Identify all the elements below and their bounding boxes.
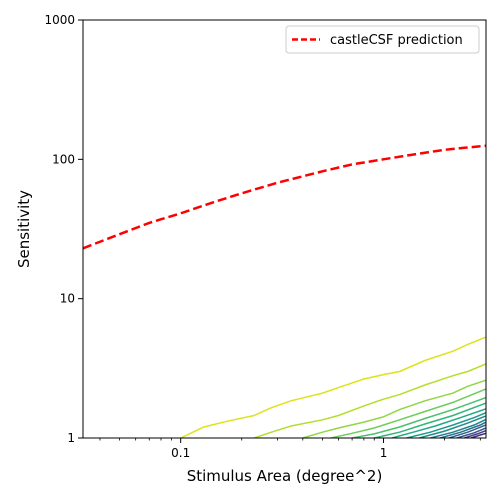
contour-line-4: [330, 388, 486, 438]
y-tick-label: 1000: [44, 13, 75, 27]
y-tick-label: 1: [67, 431, 75, 445]
x-tick-label: 1: [380, 446, 388, 460]
contour-line-11: [439, 421, 486, 438]
x-axis-title: Stimulus Area (degree^2): [187, 467, 383, 485]
plot-frame: [82, 19, 487, 439]
contour-line-1: [180, 336, 486, 438]
x-tick-label: 0.1: [171, 446, 190, 460]
legend-label-castlecsf: castleCSF prediction: [330, 33, 463, 48]
legend: castleCSF prediction: [285, 25, 480, 54]
contour-line-14: [464, 429, 486, 438]
series-layer: [83, 144, 486, 250]
contour-line-2: [253, 363, 486, 438]
contour-line-15: [470, 432, 486, 438]
contour-line-13: [456, 427, 486, 438]
contour-line-9: [419, 415, 486, 438]
legend-box: [285, 25, 480, 54]
contour-layer: [180, 336, 486, 438]
y-tick-label: 100: [52, 152, 75, 166]
x-axis-ticks: 0.1 1: [99, 438, 481, 460]
contour-line-5: [351, 396, 486, 438]
y-axis-title: Sensitivity: [15, 190, 33, 268]
contour-line-3: [302, 379, 486, 438]
series-line-castlecsf: [83, 144, 486, 250]
y-tick-label: 10: [60, 292, 75, 306]
contour-line-10: [430, 418, 486, 438]
contour-line-8: [406, 412, 486, 438]
y-axis-ticks: 1 10 100 1000: [44, 13, 83, 445]
contour-line-12: [448, 424, 486, 438]
contour-line-6: [374, 402, 486, 438]
contour-line-7: [391, 408, 486, 438]
